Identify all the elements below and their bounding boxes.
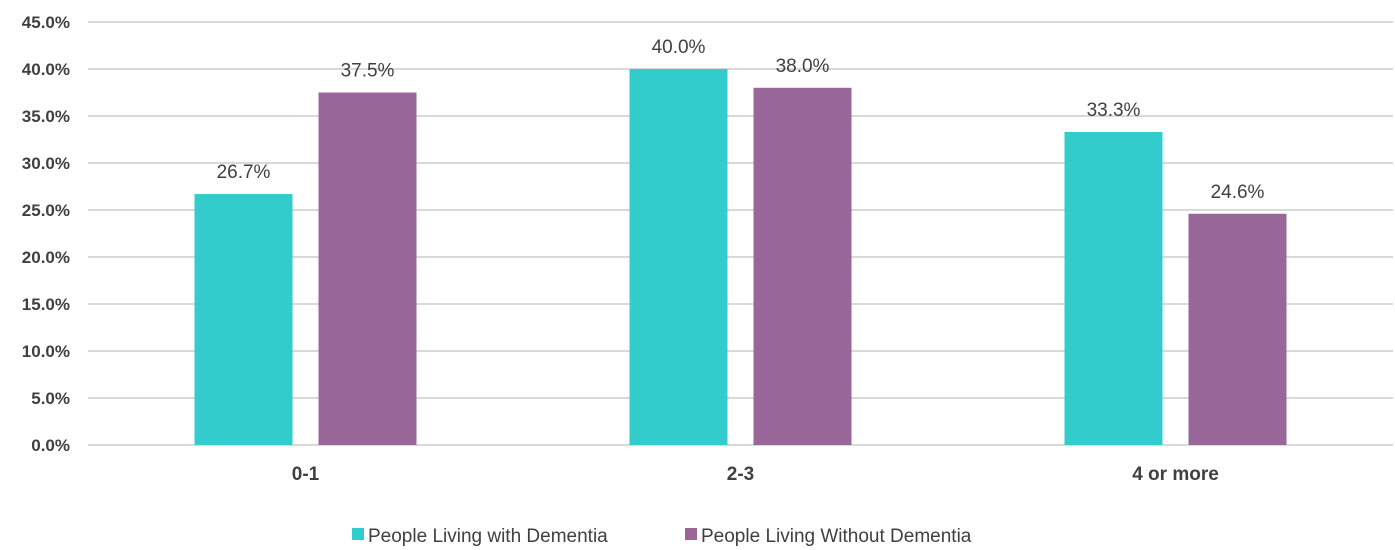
y-axis-ticks: 0.0% 5.0% 10.0% 15.0% 20.0% 25.0% 30.0% 35.0% 40…: [22, 13, 70, 455]
bar: [194, 194, 293, 445]
data-label: 24.6%: [1211, 182, 1265, 203]
y-tick-label: 30.0%: [22, 154, 70, 173]
x-tick-label: 0-1: [292, 464, 320, 485]
y-tick-label: 10.0%: [22, 342, 70, 361]
data-label: 26.7%: [217, 162, 271, 183]
x-tick-label: 4 or more: [1132, 464, 1219, 485]
bar: [753, 87, 852, 446]
y-tick-label: 20.0%: [22, 248, 70, 267]
data-label: 33.3%: [1087, 100, 1141, 121]
legend-label: People Living with Dementia: [368, 526, 608, 547]
y-tick-label: 15.0%: [22, 295, 70, 314]
data-labels: 26.7% 37.5% 40.0% 38.0% 33.3% 24.6%: [217, 37, 1265, 203]
y-tick-label: 0.0%: [31, 436, 70, 455]
legend-swatch: [352, 528, 364, 540]
data-label: 37.5%: [341, 61, 395, 82]
y-tick-label: 45.0%: [22, 13, 70, 32]
x-axis-ticks: 0-1 2-3 4 or more: [292, 464, 1219, 485]
y-tick-label: 40.0%: [22, 60, 70, 79]
x-tick-label: 2-3: [727, 464, 754, 485]
legend-swatch: [685, 528, 697, 540]
y-tick-label: 35.0%: [22, 107, 70, 126]
y-tick-label: 5.0%: [31, 389, 70, 408]
bar: [1064, 131, 1163, 446]
gridlines: [88, 21, 1393, 446]
bars: [194, 69, 1287, 446]
data-label: 38.0%: [776, 56, 830, 77]
data-label: 40.0%: [652, 37, 706, 58]
legend-label: People Living Without Dementia: [701, 526, 972, 547]
bar: [1188, 213, 1287, 445]
legend: People Living with Dementia People Living…: [352, 526, 972, 547]
bar: [629, 69, 728, 445]
bar: [318, 92, 417, 445]
y-tick-label: 25.0%: [22, 201, 70, 220]
